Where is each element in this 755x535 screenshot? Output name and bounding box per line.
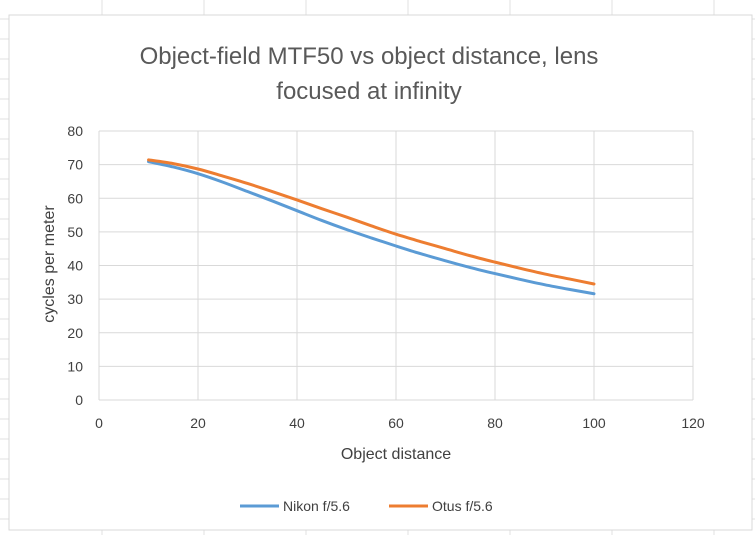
legend-entry[interactable]: Otus f/5.6 [389,498,493,514]
series-line-nikon-f-5-6[interactable] [147,160,596,296]
x-tick-label: 120 [681,415,705,431]
x-tick-label: 60 [388,415,404,431]
x-tick-label: 100 [582,415,606,431]
gridlines [98,130,694,401]
y-axis-label: cycles per meter [41,205,58,323]
x-tick-label: 80 [487,415,503,431]
y-tick-label: 0 [75,392,83,408]
x-tick-label: 40 [289,415,305,431]
series-line-otus-f-5-6[interactable] [147,158,596,286]
legend-entry[interactable]: Nikon f/5.6 [240,498,350,514]
y-tick-label: 20 [67,325,83,341]
plot-area[interactable] [147,158,596,296]
y-tick-label: 60 [67,190,83,206]
y-tick-label: 70 [67,157,83,173]
legend-label: Otus f/5.6 [432,498,493,514]
y-tick-label: 30 [67,291,83,307]
x-tick-label: 0 [95,415,103,431]
legend[interactable]: Nikon f/5.6 Otus f/5.6 [240,498,493,514]
chart-title-line-1: Object-field MTF50 vs object distance, l… [140,43,599,70]
y-tick-label: 80 [67,123,83,139]
y-tick-label: 10 [67,358,83,374]
x-axis-label: Object distance [341,446,451,463]
legend-label: Nikon f/5.6 [283,498,350,514]
y-tick-label: 40 [67,258,83,274]
y-tick-labels: 0 10 20 30 40 50 60 70 80 [67,123,83,408]
y-tick-label: 50 [67,224,83,240]
chart-area[interactable] [8,14,753,531]
x-tick-labels: 0 20 40 60 80 100 120 [95,415,705,431]
chart-title-line-2: focused at infinity [276,78,461,105]
x-tick-label: 20 [190,415,206,431]
